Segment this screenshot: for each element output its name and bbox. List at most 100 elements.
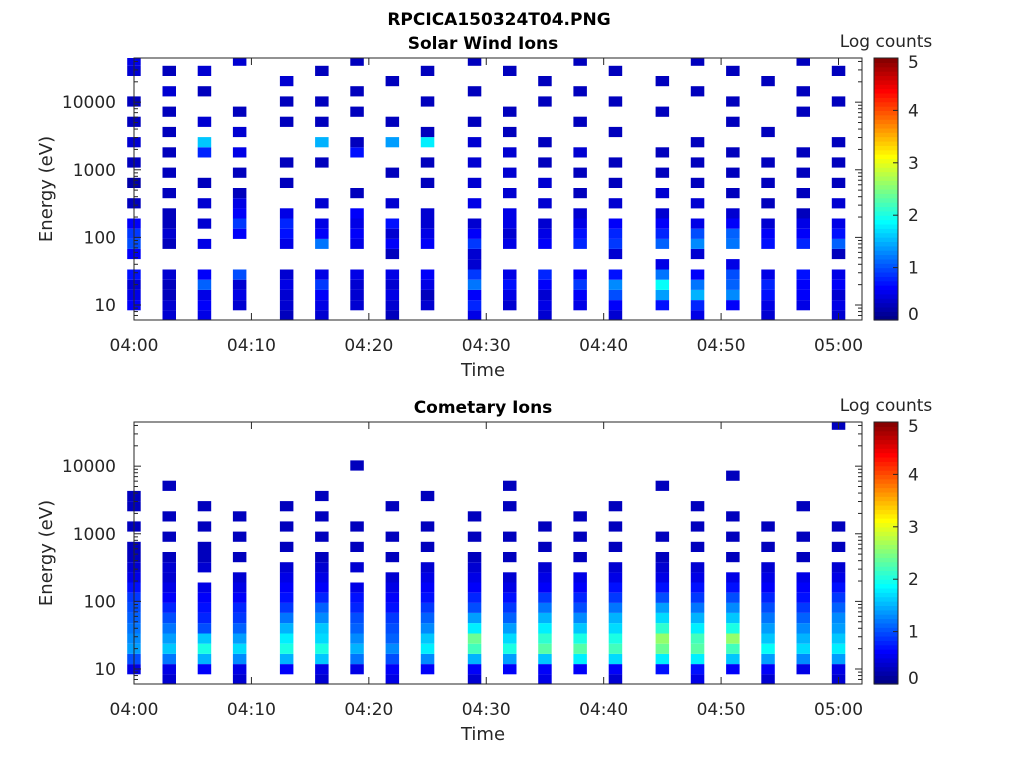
x-tick-label: 04:40 — [579, 336, 628, 356]
spectrogram-cell — [796, 208, 810, 219]
spectrogram-cell — [385, 269, 400, 280]
colorbar-segment — [874, 456, 898, 462]
colorbar-segment — [874, 132, 898, 138]
spectrogram-cell — [385, 592, 400, 603]
spectrogram-cell — [350, 592, 364, 603]
spectrogram-cell — [726, 65, 740, 76]
spectrogram-cell — [655, 218, 670, 229]
spectrogram-cell — [385, 612, 400, 624]
colorbar-segment — [874, 271, 898, 277]
spectrogram-cell — [420, 653, 435, 665]
spectrogram-cell — [315, 643, 329, 654]
spectrogram-cell — [831, 269, 846, 280]
spectrogram-cell — [573, 228, 587, 239]
spectrogram-cell — [796, 582, 810, 593]
spectrogram-cell — [538, 674, 552, 684]
spectrogram-cell — [315, 552, 329, 563]
spectrogram-cell — [420, 623, 435, 634]
spectrogram-cell — [538, 653, 552, 665]
spectrogram-cell — [385, 582, 400, 593]
spectrogram-cell — [608, 521, 623, 532]
spectrogram-cell — [608, 269, 623, 280]
spectrogram-cell — [232, 623, 247, 634]
spectrogram-cell — [467, 653, 482, 665]
spectrogram-cell — [162, 623, 176, 634]
spectrogram-cell — [279, 208, 294, 219]
colorbar-segment — [874, 289, 898, 295]
spectrogram-cell — [232, 511, 247, 522]
spectrogram-cell — [655, 238, 670, 249]
spectrogram-cell — [503, 289, 517, 301]
spectrogram-cell — [608, 572, 623, 583]
x-tick-label: 04:00 — [110, 336, 159, 356]
colorbar-segment — [874, 631, 898, 637]
colorbar-segment — [874, 84, 898, 90]
colorbar-segment — [874, 526, 898, 532]
spectrogram-cell — [796, 279, 810, 290]
spectrogram-cell — [538, 76, 552, 87]
axes-box — [133, 57, 863, 321]
spectrogram-cell — [467, 643, 482, 654]
spectrogram-cell — [420, 157, 435, 168]
spectrogram-cell — [831, 664, 846, 675]
spectrogram-cell — [831, 228, 846, 239]
spectrogram-cell — [162, 582, 176, 593]
spectrogram-cell — [608, 177, 623, 188]
spectrogram-cell — [467, 531, 482, 542]
colorbar-segment — [874, 557, 898, 563]
colorbar-segment — [874, 258, 898, 264]
spectrogram-cell — [350, 188, 364, 199]
spectrogram-cell — [467, 177, 482, 188]
spectrogram-cell — [467, 58, 482, 66]
spectrogram-cell — [608, 218, 623, 229]
spectrogram-cell — [315, 612, 329, 624]
spectrogram-cell — [503, 653, 517, 665]
spectrogram-cell — [385, 501, 400, 512]
spectrogram-cell — [385, 300, 400, 311]
spectrogram-cell — [538, 612, 552, 624]
colorbar-segment — [874, 518, 898, 524]
colorbar-segment — [874, 136, 898, 142]
colorbar-segment — [874, 618, 898, 624]
spectrogram-cell — [608, 96, 623, 107]
spectrogram-cell — [503, 228, 517, 239]
spectrogram-cell — [796, 289, 810, 301]
spectrogram-cell — [420, 137, 435, 148]
spectrogram-cell — [573, 269, 587, 280]
spectrogram-cell — [503, 126, 517, 138]
x-axis-label: Time — [460, 724, 505, 745]
spectrogram-cell — [796, 633, 810, 644]
x-tick-label: 05:00 — [814, 336, 863, 356]
spectrogram-cell — [608, 65, 623, 76]
spectrogram-cell — [279, 157, 294, 168]
spectrogram-cell — [385, 623, 400, 634]
figure-title: RPCICA150324T04.PNG — [387, 10, 610, 30]
spectrogram-cell — [503, 65, 517, 76]
spectrogram-cell — [690, 86, 705, 97]
x-tick-label: 04:30 — [462, 700, 511, 720]
spectrogram-cell — [232, 633, 247, 644]
colorbar-segment — [874, 58, 898, 63]
spectrogram-cell — [232, 300, 247, 311]
spectrogram-cell — [467, 552, 482, 563]
spectrogram-cell — [420, 612, 435, 624]
spectrogram-cell — [467, 248, 482, 260]
spectrogram-cell — [197, 177, 212, 188]
spectrogram-cell — [503, 218, 517, 229]
spectrogram-cell — [162, 552, 176, 563]
spectrogram-cell — [726, 259, 740, 270]
spectrogram-cell — [385, 289, 400, 301]
spectrogram-cell — [503, 664, 517, 675]
colorbar-segment — [874, 452, 898, 458]
spectrogram-cell — [655, 228, 670, 239]
spectrogram-cell — [573, 511, 587, 522]
colorbar-segment — [874, 605, 898, 611]
colorbar-segment — [874, 461, 898, 467]
spectrogram-cell — [197, 116, 212, 127]
spectrogram-cell — [726, 602, 740, 613]
spectrogram-cell — [385, 238, 400, 249]
spectrogram-cell — [420, 521, 435, 532]
colorbar-segment — [874, 237, 898, 242]
colorbar-tick-label: 0 — [908, 669, 919, 689]
spectrogram-cell — [831, 177, 846, 188]
